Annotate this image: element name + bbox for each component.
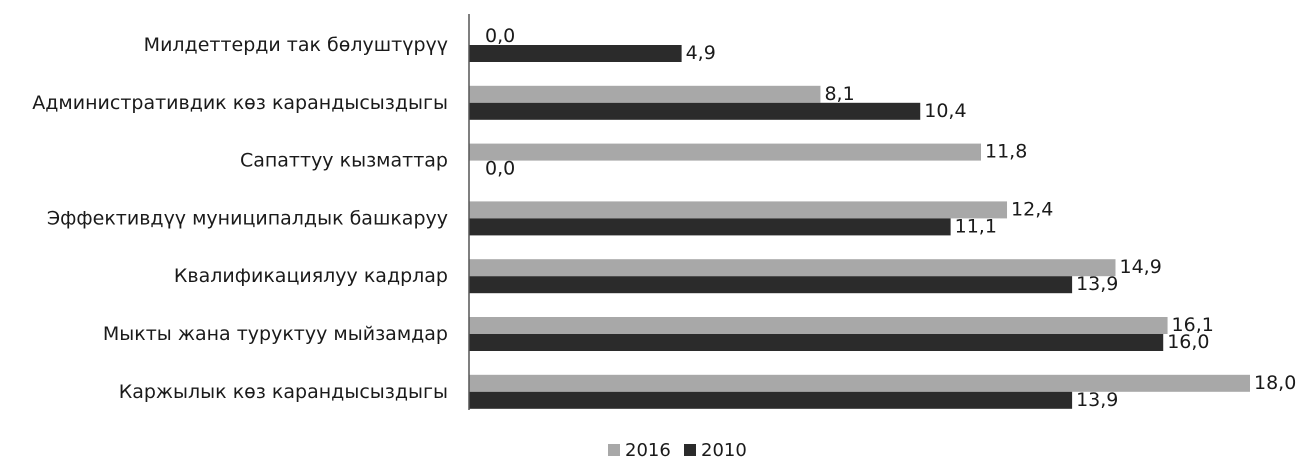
value-label-2010: 0,0 <box>485 158 515 180</box>
category-labels: Милдеттерди так бөлуштүрүү Административд… <box>32 34 448 403</box>
category-label: Мыкты жана туруктуу мыйзамдар <box>103 323 448 345</box>
value-label-2010: 16,0 <box>1167 331 1209 353</box>
value-label-2010: 10,4 <box>924 100 966 122</box>
value-label-2016: 16,1 <box>1172 314 1214 336</box>
value-label-2010: 13,9 <box>1076 389 1118 411</box>
legend-label-2016: 2016 <box>625 440 671 461</box>
category-label: Эффективдүү муниципалдык башкаруу <box>47 207 448 229</box>
value-label-2016: 0,0 <box>485 25 515 47</box>
bar-2016 <box>469 259 1116 277</box>
value-label-2016: 14,9 <box>1119 256 1161 278</box>
bar-2010 <box>469 102 921 120</box>
bar-2010 <box>469 276 1073 294</box>
bar-2010 <box>469 45 682 62</box>
value-labels: 0,04,98,110,411,80,012,411,114,913,916,1… <box>485 25 1296 411</box>
bar-2016 <box>469 201 1008 219</box>
category-label: Сапаттуу кызматтар <box>240 150 448 172</box>
value-label-2010: 4,9 <box>686 42 716 64</box>
value-label-2016: 18,0 <box>1254 372 1296 394</box>
value-label-2016: 8,1 <box>824 83 854 105</box>
bar-2010 <box>469 218 951 236</box>
category-label: Каржылык көз карандысыздыгы <box>119 381 448 403</box>
category-label: Административдик көз карандысыздыгы <box>32 92 448 114</box>
bar-2010 <box>469 334 1164 351</box>
bar-2010 <box>469 391 1073 409</box>
legend-swatch-2010 <box>684 444 696 456</box>
value-label-2010: 11,1 <box>955 215 997 237</box>
legend: 2016 2010 <box>608 440 747 461</box>
bars <box>469 45 1250 409</box>
value-label-2016: 11,8 <box>985 141 1027 163</box>
category-label: Квалификациялуу кадрлар <box>174 265 448 287</box>
legend-swatch-2016 <box>608 444 620 456</box>
category-label: Милдеттерди так бөлуштүрүү <box>144 34 448 56</box>
value-label-2010: 13,9 <box>1076 273 1118 295</box>
bar-2016 <box>469 317 1168 334</box>
value-label-2016: 12,4 <box>1011 198 1053 220</box>
bar-2016 <box>469 85 821 103</box>
legend-label-2010: 2010 <box>701 440 747 461</box>
bar-2016 <box>469 143 981 161</box>
bar-2016 <box>469 374 1250 392</box>
